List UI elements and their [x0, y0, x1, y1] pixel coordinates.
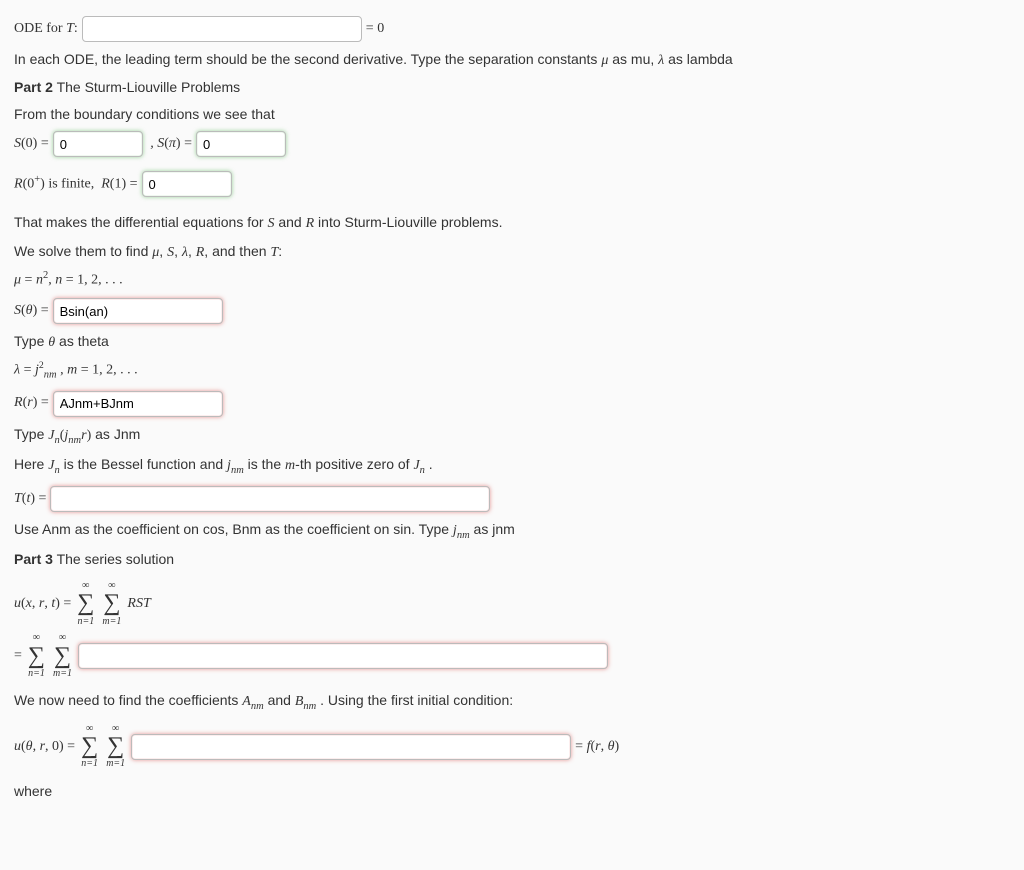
ic-rhs: = f(r, θ) [575, 736, 619, 758]
t-t-input[interactable] [50, 486, 490, 512]
coeff-line: We now need to find the coefficients Anm… [14, 689, 1010, 716]
hint-anm: Use Anm as the coefficient on cos, Bnm a… [14, 518, 1010, 545]
ic-input[interactable] [131, 734, 571, 760]
s-theta-label: S(θ) = [14, 300, 49, 322]
r-r-row: R(r) = [14, 391, 1010, 417]
series1-rhs: RST [127, 593, 150, 615]
hint-separation: In each ODE, the leading term should be … [14, 48, 1010, 72]
sturm-explain-1: That makes the differential equations fo… [14, 211, 1010, 235]
ode-t-input[interactable] [82, 16, 362, 42]
r-bc-label: R(0+) is finite, R(1) = [14, 172, 138, 196]
part2-intro: From the boundary conditions we see that [14, 103, 1010, 125]
spi-label: , S(π) = [147, 133, 192, 155]
hint-theta: Type θ as theta [14, 330, 1010, 354]
sum-icon: ∞ ∑ m=1 [53, 633, 72, 679]
r1-input[interactable] [142, 171, 232, 197]
sturm-explain-2: We solve them to find μ, S, λ, R, and th… [14, 240, 1010, 264]
series2-row: = ∞ ∑ n=1 ∞ ∑ m=1 [14, 633, 1010, 679]
r-r-input[interactable] [53, 391, 223, 417]
part2-heading: Part 2 The Sturm-Liouville Problems [14, 76, 1010, 98]
ode-t-row: ODE for T: = 0 [14, 16, 1010, 42]
r-r-label: R(r) = [14, 392, 49, 414]
s0-input[interactable] [53, 131, 143, 157]
sum-icon: ∞ ∑ m=1 [102, 581, 121, 627]
sum-icon: ∞ ∑ m=1 [106, 724, 125, 770]
series2-input[interactable] [78, 643, 608, 669]
where-text: where [14, 780, 1010, 802]
s0-label: S(0) = [14, 133, 49, 155]
spi-input[interactable] [196, 131, 286, 157]
hint-jnm: Type Jn(jnmr) as Jnm [14, 423, 1010, 450]
t-t-row: T(t) = [14, 486, 1010, 512]
sum-icon: ∞ ∑ n=1 [28, 633, 45, 679]
t-t-label: T(t) = [14, 488, 46, 510]
lambda-line: λ = j2nm , m = 1, 2, . . . [14, 358, 1010, 384]
r-bc-row: R(0+) is finite, R(1) = [14, 171, 1010, 197]
series2-eq: = [14, 645, 22, 667]
s-theta-row: S(θ) = [14, 298, 1010, 324]
s-bc-row: S(0) = , S(π) = [14, 131, 1010, 157]
bessel-line: Here Jn is the Bessel function and jnm i… [14, 453, 1010, 480]
part3-heading: Part 3 The series solution [14, 548, 1010, 570]
sum-icon: ∞ ∑ n=1 [81, 724, 98, 770]
ic-lhs: u(θ, r, 0) = [14, 736, 75, 758]
s-theta-input[interactable] [53, 298, 223, 324]
mu-line: μ = n2, n = 1, 2, . . . [14, 268, 1010, 292]
sum-icon: ∞ ∑ n=1 [77, 581, 94, 627]
series1-lhs: u(x, r, t) = [14, 593, 71, 615]
series1-row: u(x, r, t) = ∞ ∑ n=1 ∞ ∑ m=1 RST [14, 581, 1010, 627]
ode-t-label: ODE for T: [14, 18, 78, 40]
ode-t-rhs: = 0 [366, 18, 384, 40]
ic-row: u(θ, r, 0) = ∞ ∑ n=1 ∞ ∑ m=1 = f(r, θ) [14, 724, 1010, 770]
